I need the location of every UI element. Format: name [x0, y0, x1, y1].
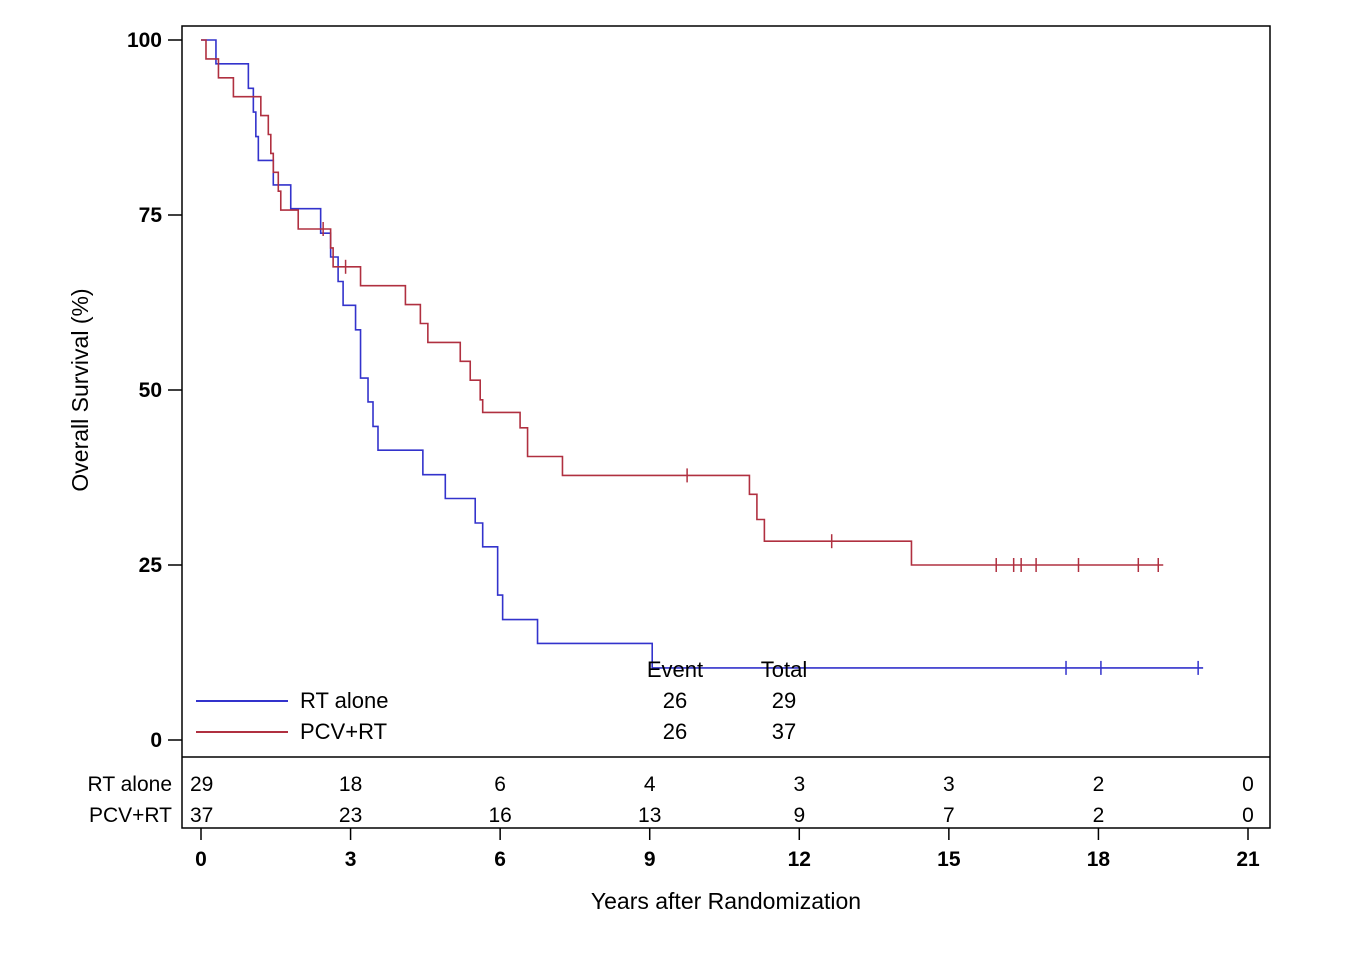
legend-header-event: Event — [647, 657, 703, 682]
risk-count-rt-alone-18: 2 — [1093, 773, 1105, 796]
risk-count-rt-alone-9: 4 — [644, 773, 656, 796]
legend-label-rt-alone: RT alone — [300, 688, 388, 713]
risk-count-pcv-rt-9: 13 — [638, 804, 661, 827]
x-tick-label-12: 12 — [788, 848, 811, 871]
x-tick-label-0: 0 — [195, 848, 207, 871]
legend-label-pcv-rt: PCV+RT — [300, 719, 387, 744]
x-tick-label-3: 3 — [345, 848, 357, 871]
legend: Event Total RT alone 26 29 PCV+RT 26 37 — [196, 657, 807, 744]
legend-event-rt-alone: 26 — [663, 688, 687, 713]
legend-header-total: Total — [761, 657, 807, 682]
y-tick-label-75: 75 — [139, 204, 163, 227]
risk-count-rt-alone-0: 29 — [190, 773, 213, 796]
risk-count-pcv-rt-0: 37 — [190, 804, 213, 827]
risk-count-rt-alone-21: 0 — [1242, 773, 1254, 796]
legend-total-rt-alone: 29 — [772, 688, 796, 713]
x-tick-label-9: 9 — [644, 848, 656, 871]
y-tick-label-0: 0 — [150, 729, 162, 752]
y-tick-label-100: 100 — [127, 29, 162, 52]
risk-count-rt-alone-15: 3 — [943, 773, 955, 796]
risk-count-pcv-rt-15: 7 — [943, 804, 955, 827]
risk-row-label-rt-alone: RT alone — [88, 773, 172, 796]
risk-count-pcv-rt-18: 2 — [1093, 804, 1105, 827]
risk-count-pcv-rt-6: 16 — [488, 804, 511, 827]
legend-event-pcv-rt: 26 — [663, 719, 687, 744]
x-tick-label-18: 18 — [1087, 848, 1111, 871]
y-tick-label-50: 50 — [139, 379, 162, 402]
series-line-pcv-rt — [201, 39, 1164, 566]
risk-table: RT alone 29 18 6 4 3 3 2 0 PCV+RT 37 23 16 13 9 7 2 0 — [88, 773, 1254, 827]
x-tick-label-21: 21 — [1236, 848, 1260, 871]
x-axis: 0 3 6 9 12 15 18 21 — [195, 828, 1260, 871]
y-axis: 0 25 50 75 100 — [127, 29, 182, 752]
legend-total-pcv-rt: 37 — [772, 719, 796, 744]
x-tick-label-6: 6 — [494, 848, 506, 871]
risk-count-rt-alone-12: 3 — [793, 773, 805, 796]
x-tick-label-15: 15 — [937, 848, 961, 871]
y-axis-title: Overall Survival (%) — [67, 288, 93, 491]
risk-row-label-pcv-rt: PCV+RT — [89, 804, 172, 827]
y-tick-label-25: 25 — [139, 554, 163, 577]
series-line-rt-alone — [201, 39, 1204, 669]
risk-count-rt-alone-3: 18 — [339, 773, 362, 796]
risk-count-pcv-rt-12: 9 — [793, 804, 805, 827]
risk-count-rt-alone-6: 6 — [494, 773, 506, 796]
risk-count-pcv-rt-3: 23 — [339, 804, 362, 827]
plot-frame — [181, 25, 1271, 829]
series-layer — [201, 39, 1204, 675]
x-axis-title: Years after Randomization — [591, 888, 861, 914]
risk-count-pcv-rt-21: 0 — [1242, 804, 1254, 827]
